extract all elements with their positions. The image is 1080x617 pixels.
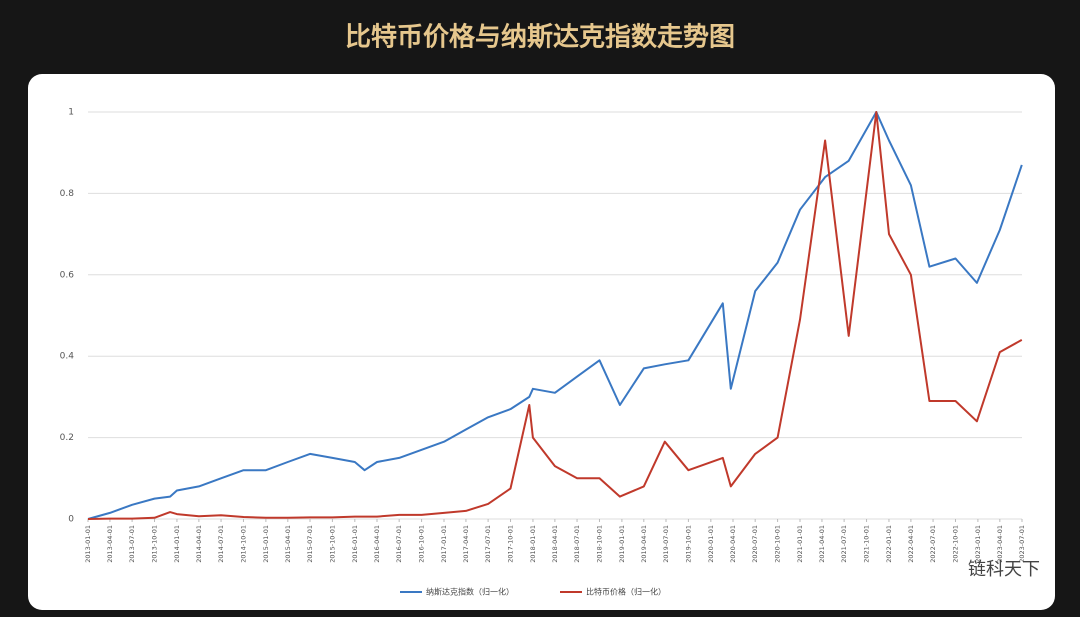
y-tick-label: 0: [68, 515, 74, 525]
x-tick-label: 2021-01-01: [796, 525, 804, 563]
y-tick-label: 0.8: [60, 189, 75, 199]
x-tick-label: 2014-04-01: [195, 525, 203, 563]
x-tick-label: 2016-04-01: [373, 525, 381, 563]
x-tick-label: 2022-04-01: [907, 525, 915, 563]
x-tick-label: 2017-04-01: [462, 525, 470, 563]
x-tick-label: 2015-10-01: [328, 525, 336, 563]
series-line: [87, 111, 1023, 520]
x-tick-label: 2019-07-01: [662, 525, 670, 563]
x-tick-label: 2013-07-01: [128, 525, 136, 563]
x-tick-label: 2016-10-01: [418, 525, 426, 563]
x-tick-label: 2015-01-01: [262, 525, 270, 563]
x-tick-label: 2023-04-01: [996, 525, 1004, 563]
x-tick-label: 2020-10-01: [774, 525, 782, 563]
x-tick-label: 2014-01-01: [173, 525, 181, 563]
x-tick-label: 2022-07-01: [929, 525, 937, 563]
y-tick-label: 0.4: [60, 352, 75, 362]
x-tick-label: 2023-07-01: [1018, 525, 1026, 563]
x-tick-label: 2014-10-01: [239, 525, 247, 563]
x-tick-label: 2014-07-01: [217, 525, 225, 563]
panel: [28, 74, 1055, 610]
x-tick-label: 2023-01-01: [974, 525, 982, 563]
y-tick-label: 0.2: [60, 433, 74, 443]
x-tick-label: 2020-07-01: [751, 525, 759, 563]
x-tick-label: 2021-04-01: [818, 525, 826, 563]
x-tick-label: 2016-07-01: [395, 525, 403, 563]
x-tick-label: 2015-07-01: [306, 525, 314, 563]
x-tick-label: 2022-10-01: [951, 525, 959, 563]
y-tick-label: 0.6: [60, 270, 75, 280]
x-tick-label: 2022-01-01: [885, 525, 893, 563]
x-tick-label: 2016-01-01: [351, 525, 359, 563]
x-tick-label: 2013-04-01: [106, 525, 114, 563]
x-tick-label: 2018-04-01: [551, 525, 559, 563]
legend-label: 比特币价格（归一化）: [586, 587, 666, 597]
x-tick-label: 2019-10-01: [684, 525, 692, 563]
x-tick-label: 2021-07-01: [840, 525, 848, 563]
chart-title: 比特币价格与纳斯达克指数走势图: [345, 22, 735, 53]
x-tick-label: 2018-07-01: [573, 525, 581, 563]
watermark: 链科天下: [968, 559, 1040, 580]
x-tick-label: 2019-01-01: [618, 525, 626, 563]
x-tick-label: 2017-01-01: [440, 525, 448, 563]
x-tick-label: 2020-01-01: [707, 525, 715, 563]
x-tick-label: 2019-04-01: [640, 525, 648, 563]
x-tick-label: 2013-01-01: [84, 525, 92, 563]
y-tick-label: 1: [68, 108, 74, 118]
legend-label: 纳斯达克指数（归一化）: [426, 587, 514, 597]
x-tick-label: 2017-10-01: [507, 525, 515, 563]
x-tick-label: 2018-10-01: [595, 525, 603, 563]
x-tick-label: 2015-04-01: [284, 525, 292, 563]
x-tick-label: 2013-10-01: [151, 525, 159, 563]
x-tick-label: 2017-07-01: [484, 525, 492, 563]
series-line: [87, 111, 1023, 520]
x-tick-label: 2020-04-01: [729, 525, 737, 563]
x-tick-label: 2021-10-01: [863, 525, 871, 563]
x-tick-label: 2018-01-01: [529, 525, 537, 563]
